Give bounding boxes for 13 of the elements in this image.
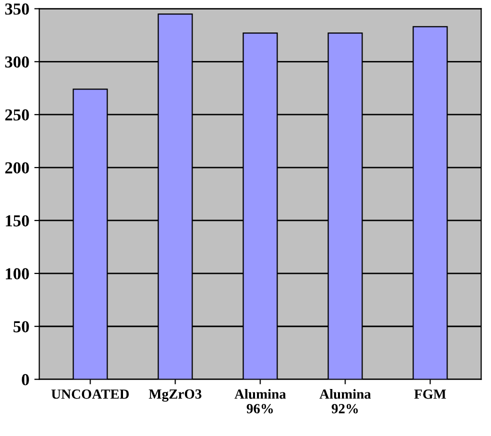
x-tick-label: Alumina 92% xyxy=(319,389,371,414)
x-tick-label: FGM xyxy=(414,389,446,399)
x-tick-label: Alumina 96% xyxy=(234,389,286,414)
y-tick-label: 200 xyxy=(5,162,29,174)
x-tick-label: UNCOATED xyxy=(51,389,129,399)
y-tick-label: 300 xyxy=(5,56,29,68)
y-tick-label: 250 xyxy=(5,109,29,121)
y-tick-label: 150 xyxy=(6,215,29,226)
y-tick-label: 350 xyxy=(5,3,29,15)
x-tick-label: MgZrO3 xyxy=(148,389,202,402)
y-tick-label: 100 xyxy=(6,268,29,280)
y-tick-label: 50 xyxy=(14,321,29,332)
y-tick-label: 0 xyxy=(22,374,29,386)
